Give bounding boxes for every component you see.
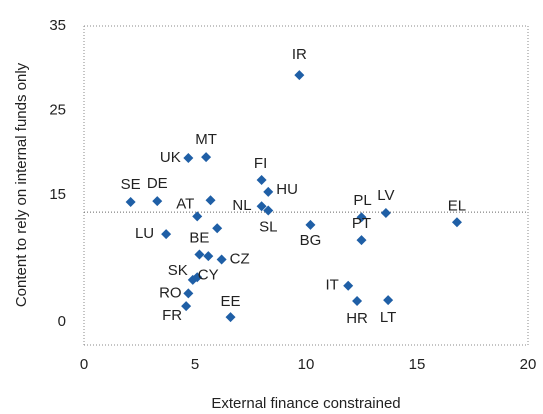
point-label: AT (176, 195, 194, 212)
point-label: LT (380, 309, 396, 326)
point-label: SL (259, 218, 277, 235)
point (294, 70, 305, 81)
point-label: FR (162, 307, 182, 324)
y-tick-label: 35 (49, 17, 66, 34)
point (183, 153, 194, 163)
point-label: BE (189, 229, 209, 246)
point (192, 272, 203, 283)
point (125, 197, 136, 207)
point (205, 195, 216, 206)
point-label: BG (300, 232, 322, 249)
y-tick-label: 15 (49, 186, 66, 203)
point (343, 280, 354, 291)
point (451, 217, 462, 228)
point-label: FI (254, 155, 267, 172)
point-label: PT (352, 215, 371, 232)
point-label: LV (377, 187, 394, 204)
point-label: EE (221, 293, 241, 310)
point-label: RO (159, 284, 182, 301)
point (305, 219, 316, 230)
y-axis-label: Content to rely on internal funds only (13, 62, 30, 307)
point (183, 288, 194, 299)
point (263, 186, 274, 197)
point (201, 152, 212, 163)
point (225, 312, 236, 323)
y-tick-label: 0 (58, 313, 66, 330)
point (203, 251, 214, 262)
point (212, 223, 223, 234)
point (181, 301, 192, 312)
x-tick-label: 15 (409, 356, 426, 373)
point (161, 229, 172, 240)
point (192, 211, 203, 222)
x-tick-label: 20 (520, 356, 537, 373)
point (356, 212, 367, 223)
point-label: CY (198, 266, 219, 283)
point-label: HU (276, 181, 298, 198)
point-label: SK (168, 262, 188, 279)
point-label: HR (346, 310, 368, 327)
y-tick-label: 25 (49, 102, 66, 119)
x-tick-label: 10 (298, 356, 315, 373)
point (194, 249, 205, 260)
point-label: MT (195, 131, 217, 148)
point (356, 235, 367, 246)
x-tick-label: 0 (80, 356, 88, 373)
point-label: CZ (230, 251, 250, 268)
x-axis-label: External finance constrained (211, 395, 400, 412)
point (352, 296, 363, 306)
point-label: IT (326, 277, 339, 294)
point-label: IR (292, 46, 307, 63)
point-label: EL (448, 197, 466, 214)
point (383, 295, 394, 306)
point (263, 205, 274, 216)
point-label: PL (353, 192, 371, 209)
point-label: UK (160, 149, 181, 166)
point (152, 196, 163, 207)
point-label: DE (147, 175, 168, 192)
point-label: NL (232, 197, 251, 214)
point (256, 175, 267, 185)
point (380, 208, 391, 218)
point-label: SE (121, 176, 141, 193)
point (256, 201, 267, 212)
x-tick-label: 5 (191, 356, 199, 373)
point-label: LU (135, 225, 154, 242)
point (216, 254, 227, 265)
